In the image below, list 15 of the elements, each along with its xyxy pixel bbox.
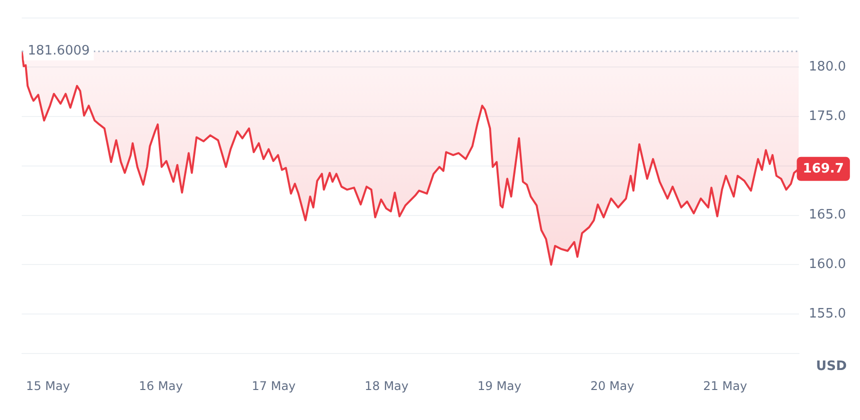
y-tick-label: 165.0 (808, 208, 846, 223)
x-tick-label: 18 May (364, 378, 409, 393)
x-tick-label: 16 May (138, 378, 183, 393)
y-axis-title: USD (816, 358, 847, 374)
x-tick-label: 19 May (477, 378, 522, 393)
ref-line-label: 181.6009 (28, 44, 90, 59)
annotation: 169.7 (802, 161, 844, 176)
y-tick-label: 180.0 (808, 60, 846, 75)
x-tick-label: 20 May (590, 378, 634, 393)
y-tick-label: 175.0 (808, 108, 846, 124)
y-tick-label: 160.0 (808, 257, 846, 272)
x-tick-label: 21 May (703, 378, 748, 393)
x-tick-label: 17 May (252, 378, 296, 393)
x-tick-label: 15 May (26, 378, 70, 393)
y-tick-label: 155.0 (808, 306, 846, 322)
